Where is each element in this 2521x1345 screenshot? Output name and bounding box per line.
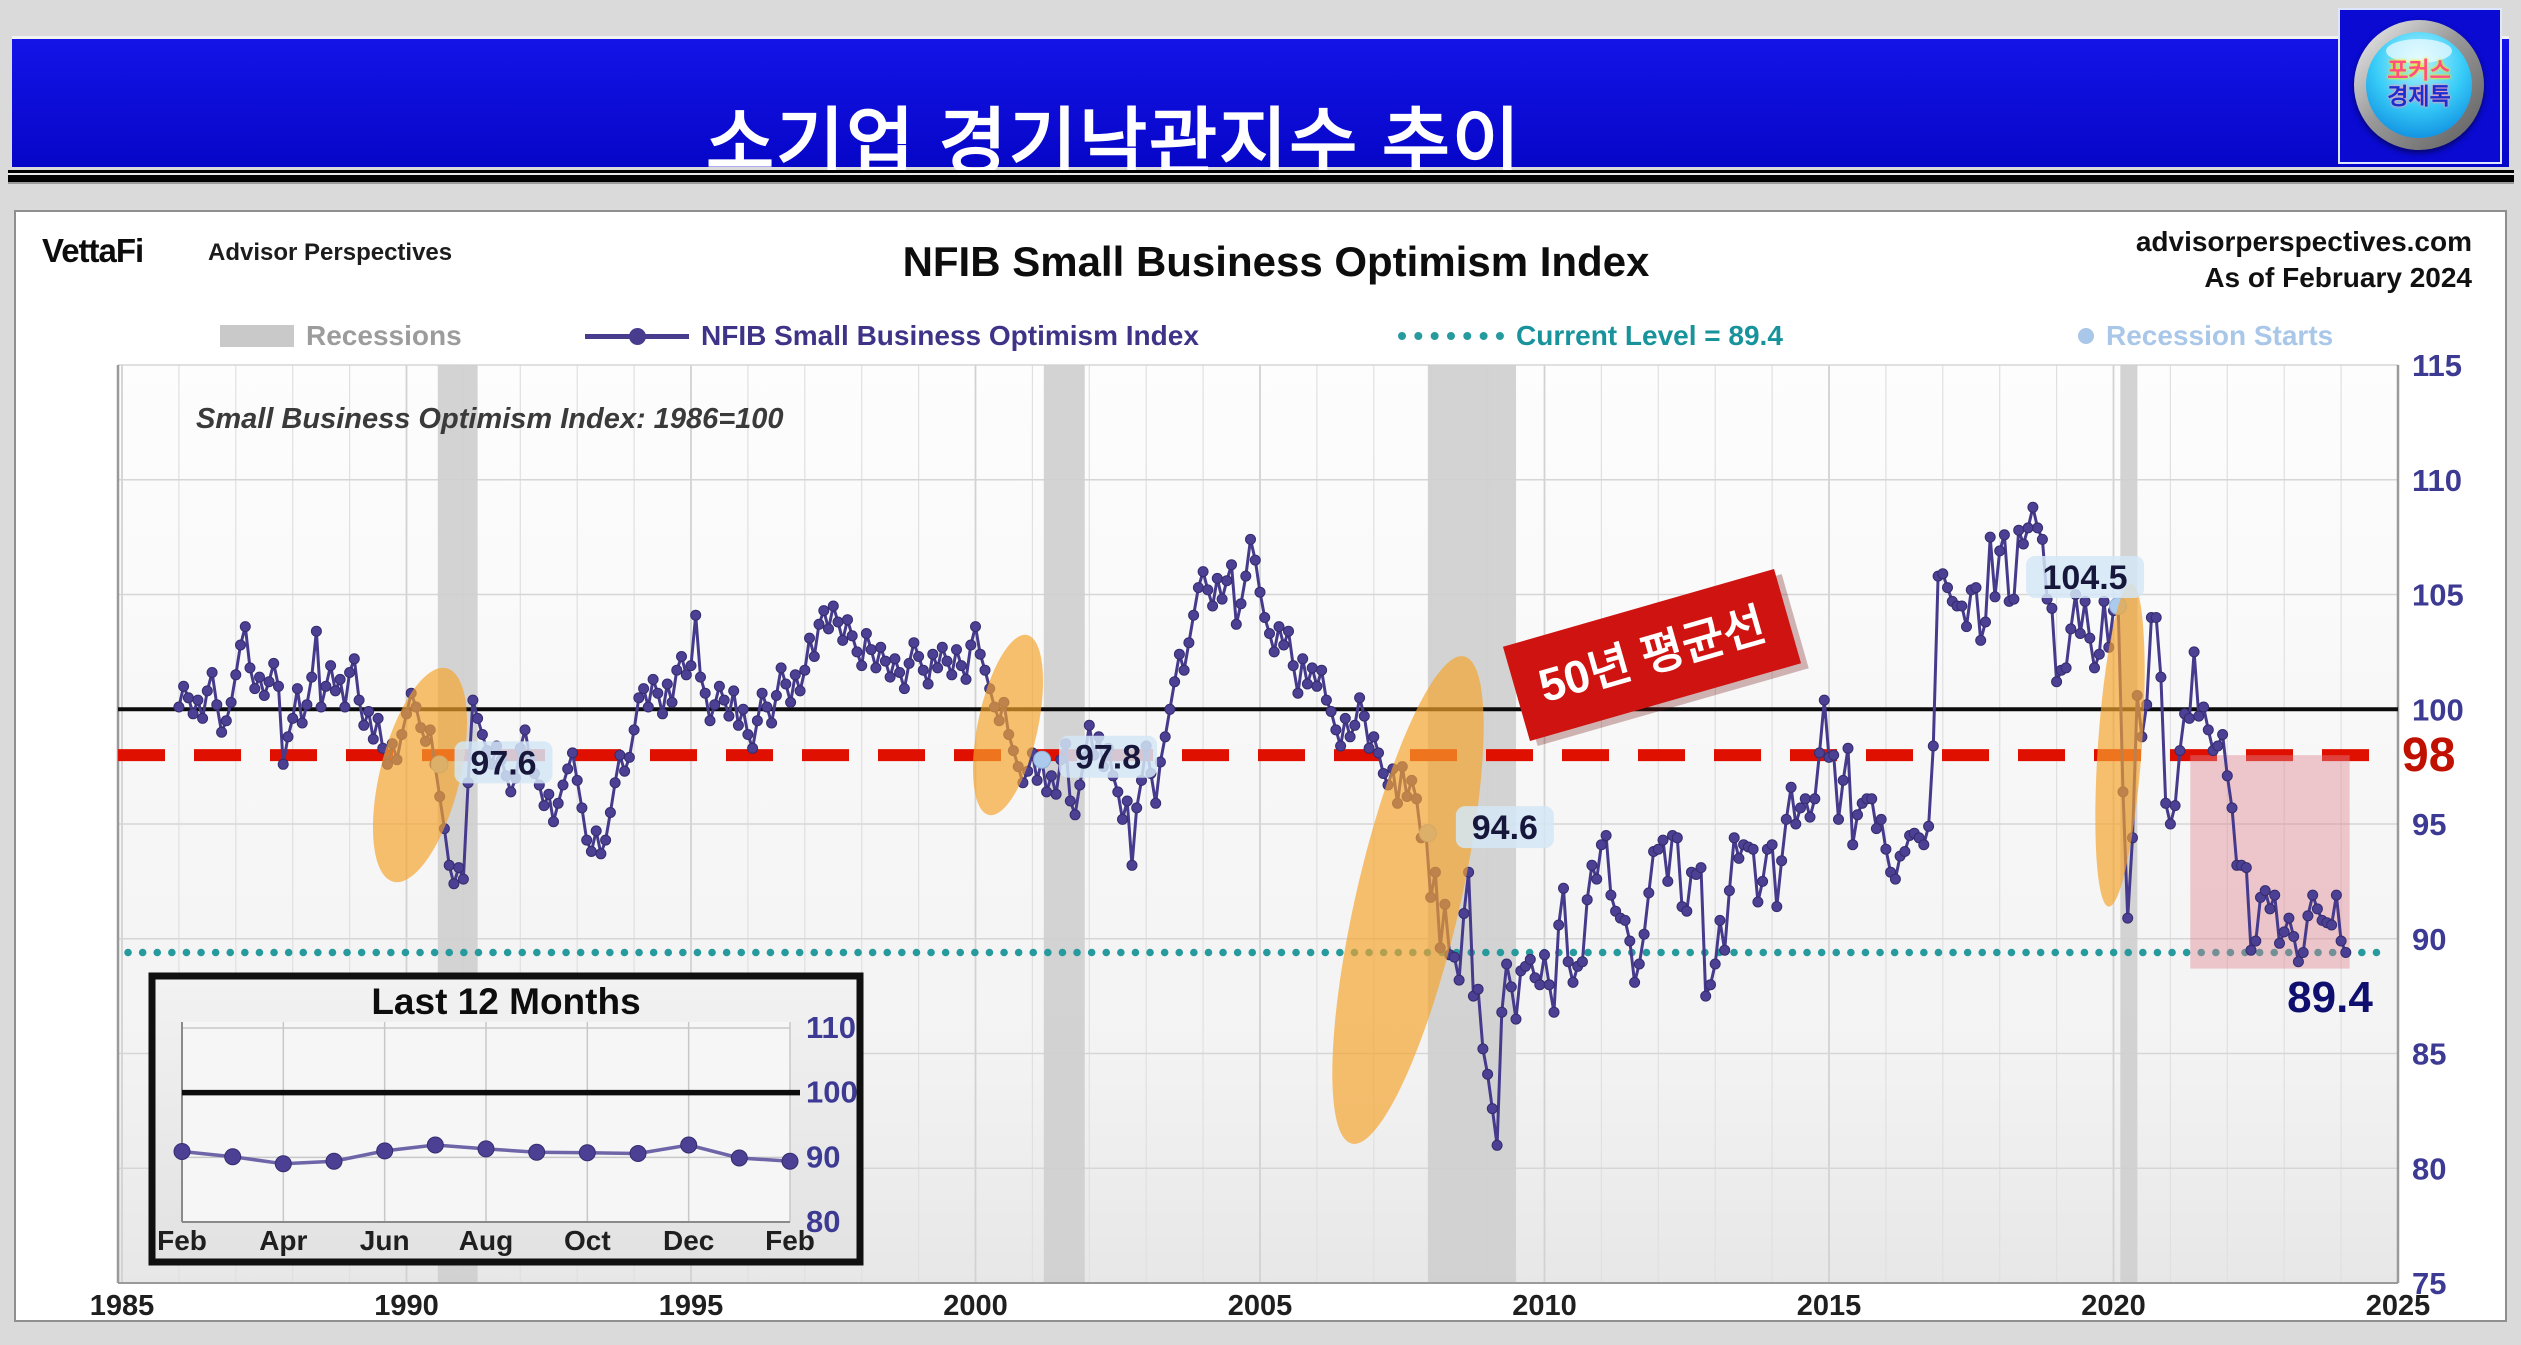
source-url: advisorperspectives.com [2135,226,2472,257]
legend-recession-starts: Recession Starts [2078,314,2333,358]
advisor-perspectives-label: Advisor Perspectives [208,239,453,266]
header-banner: 소기업 경기낙관지수 추이 [12,36,2509,184]
chart-panel: VettaFi Advisor Perspectives NFIB Small … [14,210,2507,1322]
recession-start-dot-icon [2078,328,2094,344]
logo-ring-icon: 포커스 경제톡 [2354,20,2484,150]
legend-recessions-label: Recessions [306,320,462,351]
legend-current-level: Current Level = 89.4 [1398,314,1783,358]
vettafi-logo: VettaFi [42,232,144,269]
channel-logo: 포커스 경제톡 [2338,8,2502,164]
logo-button-icon: 포커스 경제톡 [2366,32,2472,138]
chart-title: NFIB Small Business Optimism Index [902,238,1650,285]
series-dot-icon [629,327,646,345]
logo-text-line2: 경제톡 [2387,83,2451,109]
recession-swatch-icon [220,325,294,347]
as-of-date: As of February 2024 [2204,262,2472,293]
page-title: 소기업 경기낙관지수 추이 [706,101,1522,184]
series-line-icon [585,327,689,345]
logo-gloss-icon [2386,39,2452,63]
dotted-line-icon [1398,332,1504,340]
legend-series: NFIB Small Business Optimism Index [585,314,1199,358]
logo-text-line1: 포커스 [2387,57,2451,83]
legend-recessions: Recessions [220,314,462,358]
legend-series-label: NFIB Small Business Optimism Index [701,320,1199,351]
legend: Recessions NFIB Small Business Optimism … [0,314,2521,358]
divider-stripe [8,170,2514,184]
legend-starts-label: Recession Starts [2106,320,2334,351]
legend-current-label: Current Level = 89.4 [1516,320,1783,351]
